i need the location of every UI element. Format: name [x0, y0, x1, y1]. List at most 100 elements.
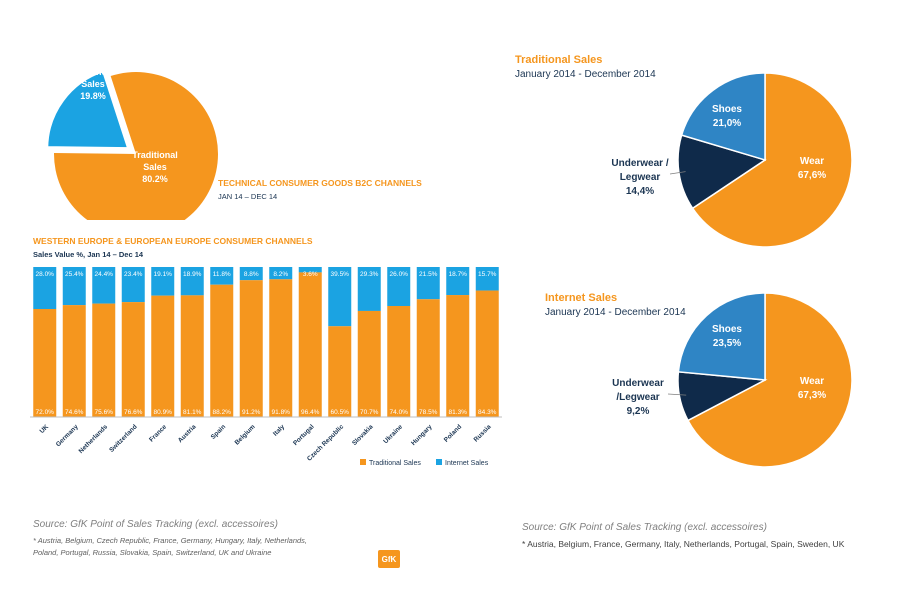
bar-internet — [239, 267, 263, 281]
traditional-sales-pie: Wear 67,6% Shoes 21,0% Underwear / Legwear 14,… — [611, 72, 853, 248]
source-right: Source: GfK Point of Sales Tracking (exc… — [522, 522, 767, 533]
bar-traditional — [475, 290, 499, 417]
bar-traditional — [357, 310, 381, 417]
internet-sales-pie: Wear 67,3% Shoes 23,5% Underwear/Legwear 9,2% — [612, 292, 853, 468]
top-pie-title: TECHNICAL CONSUMER GOODS B2C CHANNELS — [218, 178, 422, 188]
legend-label-traditional: Traditional Sales — [369, 460, 421, 467]
bar-label-traditional: 72.0% — [36, 409, 55, 416]
bar-label-internet: 26.0% — [390, 271, 409, 278]
bar-label-traditional: 70.7% — [360, 409, 379, 416]
bar-label-traditional: 78.5% — [419, 409, 438, 416]
bar-label-traditional: 96.4% — [301, 409, 320, 416]
bar-internet — [357, 267, 381, 311]
category-label: Hungary — [410, 423, 434, 447]
pie-value-traditional: 80.2% — [142, 174, 168, 184]
legend-label-internet: Internet Sales — [445, 460, 489, 467]
bar-internet — [62, 267, 86, 306]
bar-label-internet: 18.9% — [183, 271, 202, 278]
pie-label-wear: Wear — [800, 376, 824, 387]
bar-label-internet: 8.8% — [244, 271, 259, 278]
pie-label-traditional: Traditional — [132, 150, 178, 160]
pie-label-internet: Sales — [81, 79, 105, 89]
pie-slice-internet — [45, 68, 131, 151]
bar-label-traditional: 88.2% — [213, 409, 232, 416]
bar-label-traditional: 91.8% — [272, 409, 291, 416]
bar-label-traditional: 91.2% — [242, 409, 261, 416]
bar-traditional — [446, 295, 470, 417]
pie-label-underwear: /Legwear — [616, 392, 659, 403]
bar-traditional — [92, 303, 116, 417]
category-label: Austria — [177, 423, 198, 444]
pie-label-shoes: Shoes — [712, 324, 742, 335]
category-label: Netherlands — [78, 423, 110, 455]
source-left: Source: GfK Point of Sales Tracking (exc… — [33, 519, 278, 530]
bar-internet — [328, 267, 352, 327]
bar-internet — [210, 267, 234, 285]
pie-value-shoes: 23,5% — [713, 338, 741, 349]
bar-traditional — [239, 280, 263, 417]
bar-traditional — [416, 299, 440, 417]
bar-label-traditional: 76.6% — [124, 409, 143, 416]
gfk-logo: GfK — [378, 550, 400, 568]
pie-value-underwear: 9,2% — [627, 406, 650, 417]
bar-chart-subtitle: Sales Value %, Jan 14 – Dec 14 — [33, 250, 144, 259]
category-label: Belgium — [234, 423, 257, 446]
bar-label-internet: 23.4% — [124, 271, 143, 278]
bar-internet — [416, 267, 440, 300]
bar-internet — [92, 267, 116, 304]
bar-label-internet: 24.4% — [95, 271, 114, 278]
internet-pie-subtitle: January 2014 - December 2014 — [545, 307, 686, 318]
bar-label-traditional: 74.6% — [65, 409, 84, 416]
bar-traditional — [62, 305, 86, 417]
category-label: Russia — [473, 423, 493, 443]
bar-label-traditional: 81.3% — [449, 409, 468, 416]
bar-internet — [298, 267, 322, 273]
bar-label-internet: 29.3% — [360, 271, 379, 278]
category-label: Germany — [55, 423, 80, 448]
bar-traditional — [328, 326, 352, 417]
category-label: UK — [39, 423, 51, 435]
bar-label-internet: 3.6% — [303, 271, 318, 278]
pie-value-wear: 67,3% — [798, 390, 826, 401]
bar-internet — [387, 267, 411, 306]
category-label: Italy — [272, 423, 286, 437]
bar-internet — [475, 267, 499, 291]
bar-label-traditional: 80.9% — [154, 409, 173, 416]
pie-value-internet: 19.8% — [80, 91, 106, 101]
category-label: France — [148, 423, 168, 443]
bar-traditional — [121, 302, 145, 417]
category-label: Spain — [210, 423, 227, 440]
category-label: Slovakia — [351, 423, 375, 447]
bar-internet — [151, 267, 175, 296]
category-label: Switzerland — [108, 423, 139, 454]
bar-label-traditional: 84.3% — [478, 409, 497, 416]
legend-swatch-internet — [436, 459, 442, 465]
bar-traditional — [269, 279, 293, 417]
bar-label-internet: 8.2% — [273, 271, 288, 278]
footnote-left-1: * Austria, Belgium, Czech Republic, Fran… — [33, 536, 308, 545]
pie-label-underwear: Underwear / — [611, 158, 668, 169]
bar-traditional — [151, 295, 175, 417]
footnote-left-2: Poland, Portugal, Russia, Slovakia, Spai… — [33, 548, 272, 557]
leader-line — [669, 171, 686, 175]
pie-value-underwear: 14,4% — [626, 186, 654, 197]
bar-internet — [446, 267, 470, 296]
category-label: Poland — [443, 423, 463, 443]
pie-slice-shoes — [680, 72, 766, 162]
pie-label-underwear: Underwear — [612, 378, 664, 389]
bar-internet — [33, 267, 57, 309]
stacked-bar-chart: 28.0% 72.0% UK 25.4% 74.6% Germany 24.4% 75.6% N… — [30, 267, 502, 467]
bar-traditional — [210, 284, 234, 417]
traditional-pie-title: Traditional Sales — [515, 54, 603, 66]
bar-traditional — [387, 306, 411, 417]
pie-slice-shoes — [677, 292, 766, 381]
pie-label-internet: Internet — [76, 67, 109, 77]
pie-slice-wear — [686, 292, 853, 468]
top-pie-chart: Internet Sales 19.8% Traditional Sales 80.2% — [45, 67, 218, 220]
bar-internet — [121, 267, 145, 303]
bar-traditional — [180, 295, 204, 417]
bar-label-internet: 18.7% — [449, 271, 468, 278]
category-label: Portugal — [292, 423, 316, 447]
category-label: Ukraine — [382, 423, 404, 445]
bar-label-internet: 15.7% — [478, 271, 497, 278]
